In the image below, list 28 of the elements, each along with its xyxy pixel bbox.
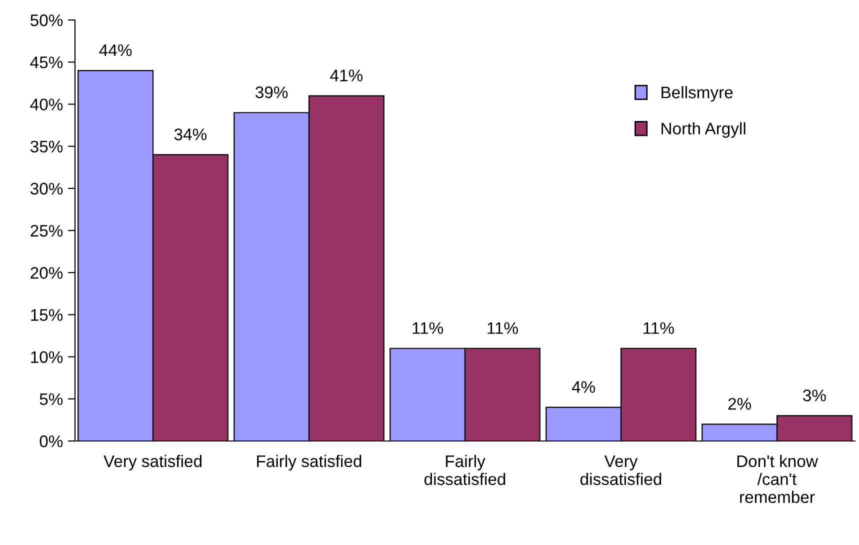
- x-tick-label: Very dissatisfied: [580, 456, 662, 486]
- y-tick-label: 45%: [30, 56, 63, 68]
- legend-label: North Argyll: [662, 122, 746, 138]
- y-tick-label: 30%: [30, 182, 63, 195]
- legend-label: Bellsmyre: [662, 86, 733, 102]
- y-tick-label: 50%: [30, 14, 63, 26]
- data-label: 44%: [99, 44, 132, 56]
- data-label: 3%: [803, 390, 826, 402]
- data-label: 4%: [572, 381, 596, 393]
- data-label: 39%: [256, 86, 288, 98]
- data-label: 11%: [488, 322, 518, 334]
- data-label: 34%: [174, 128, 207, 140]
- data-label: 41%: [330, 70, 363, 82]
- data-label: 11%: [644, 322, 674, 334]
- data-label: 11%: [412, 322, 444, 334]
- data-label: 2%: [728, 398, 752, 410]
- y-tick-label: 5%: [40, 393, 63, 406]
- y-tick-label: 35%: [30, 140, 63, 153]
- y-tick-label: 0%: [40, 435, 63, 448]
- y-tick-label: 20%: [30, 267, 63, 279]
- y-tick-label: 25%: [30, 224, 63, 237]
- x-tick-label: Fairly satisfied: [257, 454, 362, 470]
- x-tick-label: Fairly dissatisfied: [424, 454, 506, 486]
- x-tick-label: Don't know /can't remember: [737, 454, 818, 504]
- y-tick-label: 40%: [30, 98, 63, 110]
- y-tick-label: 10%: [31, 351, 63, 364]
- y-tick-label: 15%: [31, 309, 63, 321]
- x-tick-label: Very satisfied: [104, 454, 202, 470]
